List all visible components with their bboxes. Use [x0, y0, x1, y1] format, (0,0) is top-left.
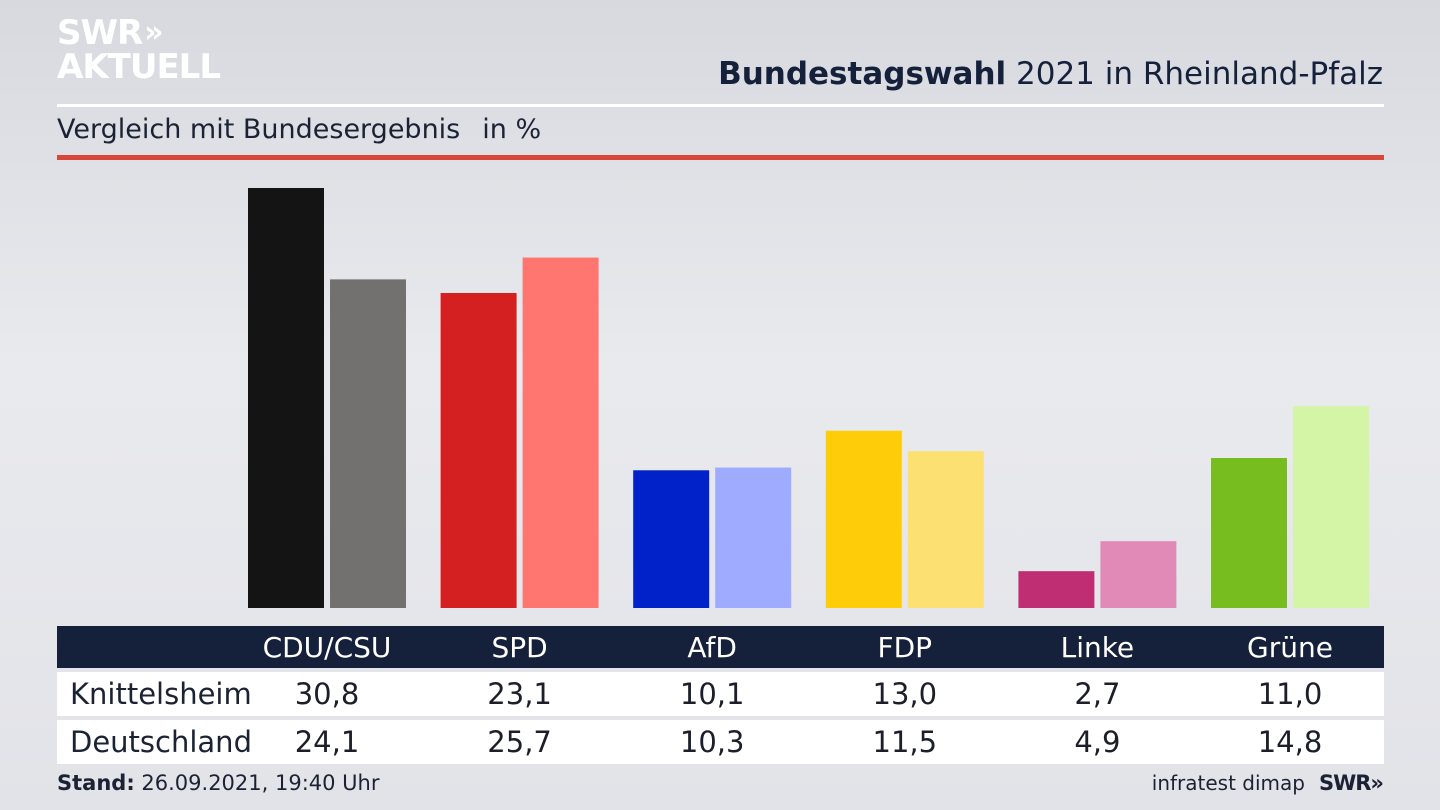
value-deutschland-spd: 25,7 — [487, 725, 552, 759]
logo-swr: SWR — [57, 13, 143, 53]
bar-afd-knittelsheim — [633, 470, 710, 608]
title-rest: 2021 in Rheinland-Pfalz — [1006, 56, 1383, 92]
source-credit: infratest dimap SWR» — [1151, 771, 1384, 795]
source-text: infratest dimap — [1151, 771, 1305, 795]
chart-subtitle: Vergleich mit Bundesergebnis in % — [57, 114, 541, 145]
column-header-grne: Grüne — [1247, 630, 1333, 664]
bar-chart — [248, 188, 1369, 608]
bar-spd-knittelsheim — [440, 293, 517, 608]
stand-value: 26.09.2021, 19:40 Uhr — [134, 771, 380, 795]
swr-footer-logo: SWR» — [1318, 771, 1384, 795]
value-knittelsheim-spd: 23,1 — [487, 677, 552, 711]
bar-grne-knittelsheim — [1211, 458, 1287, 608]
logo-aktuell: AKTUELL — [57, 47, 221, 87]
column-header-fdp: FDP — [877, 630, 933, 664]
bar-afd-deutschland — [715, 467, 792, 608]
bar-linke-knittelsheim — [1018, 571, 1095, 608]
column-header-afd: AfD — [687, 630, 737, 664]
table-header-row: CDU/CSU SPD AfD FDP Linke Grüne — [57, 626, 1384, 668]
bar-cducsu-deutschland — [330, 279, 406, 608]
value-knittelsheim-grne: 11,0 — [1257, 677, 1323, 711]
value-knittelsheim-fdp: 13,0 — [872, 677, 938, 711]
results-table: CDU/CSU SPD AfD FDP Linke Grüne Knittelsheim … — [57, 626, 1384, 764]
column-header-cducsu: CDU/CSU — [262, 630, 392, 664]
column-header-linke: Linke — [1060, 630, 1135, 664]
value-deutschland-fdp: 11,5 — [872, 725, 938, 759]
timestamp: Stand: 26.09.2021, 19:40 Uhr — [57, 771, 380, 795]
row-label-knittelsheim: Knittelsheim — [70, 677, 252, 711]
value-deutschland-grne: 14,8 — [1257, 725, 1323, 759]
title-bold: Bundestagswahl — [718, 56, 1007, 92]
row-label-deutschland: Deutschland — [70, 725, 252, 759]
bar-linke-deutschland — [1100, 541, 1177, 608]
value-knittelsheim-cducsu: 30,8 — [294, 677, 360, 711]
bar-fdp-deutschland — [907, 451, 984, 608]
subtitle-text: Vergleich mit Bundesergebnis — [57, 114, 461, 145]
unit-label: in % — [482, 114, 542, 145]
table-row-deutschland: Deutschland 24,1 25,7 10,3 11,5 4,9 14,8 — [57, 720, 1384, 764]
value-knittelsheim-linke: 2,7 — [1074, 677, 1121, 711]
bar-cducsu-knittelsheim — [248, 188, 324, 608]
bar-fdp-knittelsheim — [825, 430, 902, 608]
title-divider — [57, 104, 1384, 107]
table-row-knittelsheim: Knittelsheim 30,8 23,1 10,1 13,0 2,7 11,0 — [57, 672, 1384, 716]
value-deutschland-linke: 4,9 — [1074, 725, 1121, 759]
value-deutschland-afd: 10,3 — [679, 725, 745, 759]
page-title: Bundestagswahl 2021 in Rheinland-Pfalz — [718, 56, 1383, 92]
subtitle-divider — [57, 155, 1384, 160]
value-knittelsheim-afd: 10,1 — [679, 677, 745, 711]
bar-grne-deutschland — [1293, 406, 1369, 608]
stand-label: Stand: — [57, 771, 135, 795]
column-header-spd: SPD — [491, 630, 548, 664]
swr-aktuell-logo: SWR» AKTUELL — [57, 13, 227, 87]
value-deutschland-cducsu: 24,1 — [294, 725, 360, 759]
bar-spd-deutschland — [522, 257, 599, 608]
